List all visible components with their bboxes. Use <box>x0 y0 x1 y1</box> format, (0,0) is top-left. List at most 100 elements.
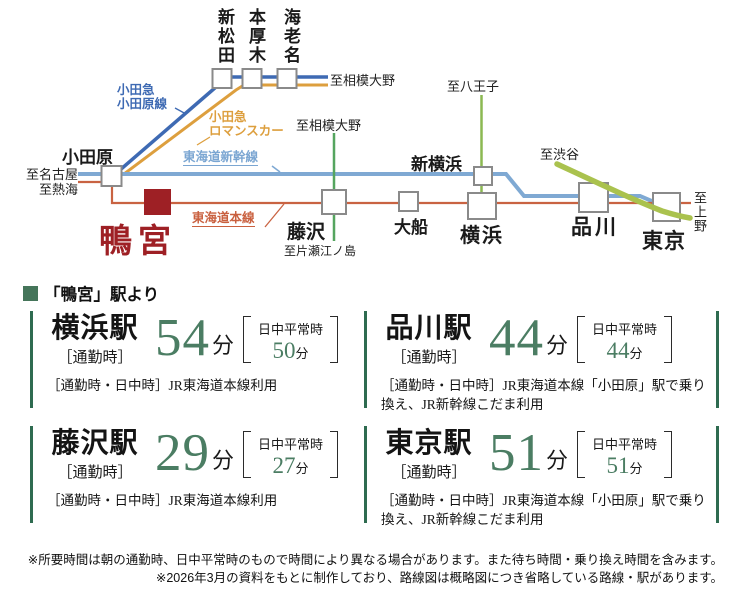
card-alt-minutes: 44 <box>606 338 630 363</box>
romancecar-label-leader <box>196 136 211 146</box>
station-marker-ofuna <box>398 191 419 212</box>
station-marker-kamonomiya <box>144 189 171 215</box>
station-marker-odawara <box>100 165 123 187</box>
dest-label-ueno: 至上野 <box>692 191 707 233</box>
bracket-right <box>664 431 673 478</box>
station-marker-hon-atsugi <box>241 68 263 89</box>
odakyu-label-leader <box>174 107 187 115</box>
tokaido-line-label-text: 東海道本線 <box>192 211 255 227</box>
footnote-line: ※所要時間は朝の通勤時、日中平常時のもので時間により異なる場合があります。また待… <box>27 553 723 567</box>
station-label-shinagawa: 品川 <box>571 215 619 239</box>
card-alt-minutes: 51 <box>606 453 630 478</box>
bracket-right <box>330 316 339 363</box>
card-minutes: 54 <box>155 309 210 367</box>
section-square-icon <box>23 285 38 301</box>
footnotes: ※所要時間は朝の通勤時、日中平常時のもので時間により異なる場合があります。また待… <box>0 551 723 587</box>
card-alt-minutes: 50 <box>272 338 296 363</box>
station-label-odawara: 小田原 <box>62 148 113 167</box>
card-minutes-unit: 分 <box>546 333 569 358</box>
tokaido-line-label: 東海道本線 <box>192 211 255 227</box>
station-label-ebina: 海老名 <box>281 8 300 65</box>
card-mode-label: ［通勤時］ <box>391 350 467 366</box>
dest-label-sagami-ono-top: 至相模大野 <box>330 73 396 88</box>
card-minutes-unit: 分 <box>212 333 235 358</box>
bracket-left <box>243 316 252 363</box>
romancecar-line-label: 小田急 ロマンスカー <box>209 110 284 138</box>
card-alt-time-box: 日中平常時 50分 <box>243 316 339 363</box>
station-marker-yokohama <box>467 192 497 220</box>
travel-card-shinagawa: 品川駅 ［通勤時］ 44 分 日中平常時 44分 ［通勤時・日中時］JR東海道本… <box>364 309 719 412</box>
card-mode-label: ［通勤時］ <box>57 350 133 366</box>
station-label-tokyo: 東京 <box>642 229 686 253</box>
card-description: ［通勤時・日中時］JR東海道本線「小田原」駅で乗り換え、JR新幹線こだま利用 <box>381 378 706 412</box>
card-minutes: 29 <box>155 424 210 482</box>
station-marker-ebina <box>276 68 298 89</box>
card-alt-unit: 分 <box>629 346 643 361</box>
shinkansen-line <box>78 172 655 204</box>
odakyu-line-label-2: 小田原線 <box>117 97 168 111</box>
card-alt-minutes: 27 <box>272 453 296 478</box>
station-label-yokohama: 横浜 <box>460 225 504 247</box>
card-station-name: 藤沢駅 <box>51 428 139 459</box>
card-alt-header: 日中平常時 <box>258 322 324 337</box>
station-marker-shin-yokohama <box>473 166 493 186</box>
bracket-left <box>243 431 252 478</box>
card-description: ［通勤時・日中時］JR東海道本線利用 <box>47 378 278 393</box>
route-map-canvas <box>78 68 693 241</box>
dest-label-sagami-ono-mid: 至相模大野 <box>296 118 362 133</box>
shinkansen-line-label: 東海道新幹線 <box>183 150 259 166</box>
tokaido-label-leader <box>264 203 285 228</box>
station-label-shin-yokohama: 新横浜 <box>411 155 462 174</box>
card-alt-time-box: 日中平常時 27分 <box>243 431 339 478</box>
card-station-name: 品川駅 <box>385 313 473 344</box>
card-mode-label: ［通勤時］ <box>57 465 133 481</box>
station-label-fujisawa: 藤沢 <box>287 222 326 243</box>
odakyu-line-label: 小田急 小田原線 <box>117 83 167 111</box>
section-title: 「鴨宮」駅より <box>44 285 160 304</box>
romancecar-line-label-1: 小田急 <box>209 110 247 124</box>
travel-card-fujisawa: 藤沢駅 ［通勤時］ 29 分 日中平常時 27分 ［通勤時・日中時］JR東海道本… <box>30 426 366 523</box>
bracket-right <box>664 316 673 363</box>
bracket-right <box>330 431 339 478</box>
card-description: ［通勤時・日中時］JR東海道本線「小田原」駅で乗り換え、JR新幹線こだま利用 <box>381 493 706 527</box>
dest-label-hachioji: 至八王子 <box>447 79 500 94</box>
card-minutes-unit: 分 <box>212 448 235 473</box>
card-minutes-unit: 分 <box>546 448 569 473</box>
section-header: 「鴨宮」駅より <box>23 281 159 305</box>
card-alt-unit: 分 <box>629 461 643 476</box>
card-station-name: 東京駅 <box>385 428 473 459</box>
station-marker-shin-matsuda <box>211 68 233 89</box>
romancecar-line-label-2: ロマンスカー <box>209 124 284 138</box>
route-map: 新松田 本厚木 海老名 小田急 小田原線 小田急 ロマンスカー 東海道新幹線 東… <box>0 0 730 280</box>
travel-card-yokohama: 横浜駅 ［通勤時］ 54 分 日中平常時 50分 ［通勤時・日中時］JR東海道本… <box>30 311 366 408</box>
card-station-name: 横浜駅 <box>51 313 139 344</box>
card-alt-time-box: 日中平常時 44分 <box>577 316 673 363</box>
station-label-shin-matsuda: 新松田 <box>215 8 234 65</box>
odakyu-line-diagonal <box>118 85 218 172</box>
card-minutes: 44 <box>489 309 544 367</box>
card-alt-unit: 分 <box>295 461 309 476</box>
card-alt-header: 日中平常時 <box>258 437 324 452</box>
station-label-ofuna: 大船 <box>394 218 428 237</box>
dest-label-atami: 至熱海 <box>38 182 78 197</box>
station-marker-fujisawa <box>321 189 347 215</box>
card-alt-header: 日中平常時 <box>592 322 658 337</box>
card-description: ［通勤時・日中時］JR東海道本線利用 <box>47 493 278 508</box>
station-label-hon-atsugi: 本厚木 <box>246 8 265 65</box>
dest-label-katase-enoshima: 至片瀬江ノ島 <box>284 244 357 258</box>
shibuya-line <box>554 161 693 221</box>
station-label-kamonomiya: 鴨宮 <box>99 224 177 260</box>
card-alt-time-box: 日中平常時 51分 <box>577 431 673 478</box>
odakyu-line-label-1: 小田急 <box>117 83 155 97</box>
dest-label-nagoya: 至名古屋 <box>25 167 78 182</box>
card-alt-unit: 分 <box>295 346 309 361</box>
shinkansen-line-label-text: 東海道新幹線 <box>183 150 259 166</box>
dest-label-shibuya: 至渋谷 <box>540 147 580 162</box>
footnote-line: ※2026年3月の資料をもとに制作しており、路線図は概略図につき省略している路線… <box>155 571 723 585</box>
travel-card-tokyo: 東京駅 ［通勤時］ 51 分 日中平常時 51分 ［通勤時・日中時］JR東海道本… <box>364 424 719 527</box>
card-minutes: 51 <box>489 424 544 482</box>
bracket-left <box>577 316 586 363</box>
card-alt-header: 日中平常時 <box>592 437 658 452</box>
shinkansen-label-leader <box>271 165 281 173</box>
